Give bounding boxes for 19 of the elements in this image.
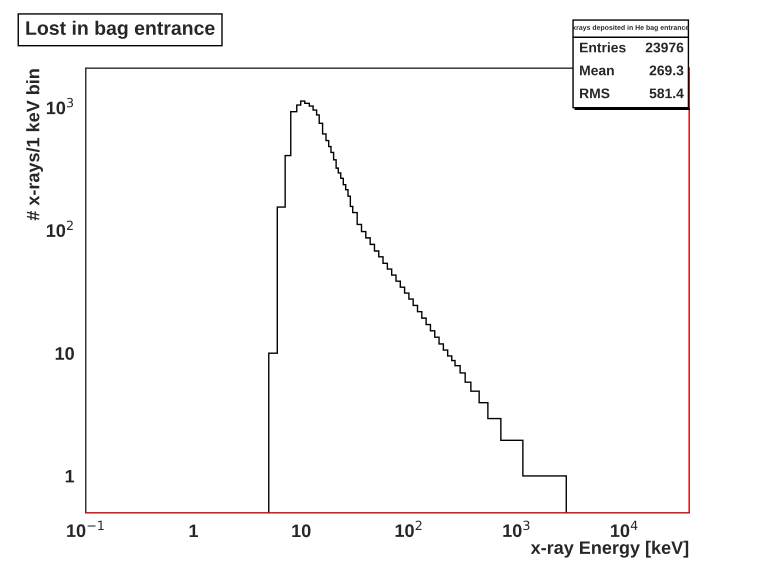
x-tick-label: 10$^{2}$	[396, 520, 422, 538]
annotation: Mean	[580, 66, 614, 76]
annotation: RMS	[580, 88, 610, 98]
x-tick-label: 10$^{3}$	[503, 520, 530, 538]
y-tick-label: 10$^{3}$	[46, 98, 74, 114]
y-tick-label: 1	[66, 470, 74, 482]
chart-title: Lost in bag entrance	[26, 20, 215, 39]
x-tick-label: 10$^{−1}$	[67, 520, 104, 538]
x-axis-title: x-ray Energy [keV]	[530, 540, 688, 558]
x-tick-label: 10	[292, 524, 310, 538]
y-tick-label: 10	[56, 347, 74, 360]
y-tick-label: 10$^{2}$	[46, 220, 73, 238]
text: Entries	[580, 42, 626, 52]
text: 23976	[646, 42, 684, 52]
x-tick-label: 10$^{4}$	[611, 520, 638, 538]
x-tick-label: 1	[190, 524, 198, 538]
annotation: 581.4	[650, 88, 684, 98]
y-axis-title: # x-rays/1 keV bin	[26, 69, 43, 220]
annotation: 269.3	[650, 66, 684, 76]
